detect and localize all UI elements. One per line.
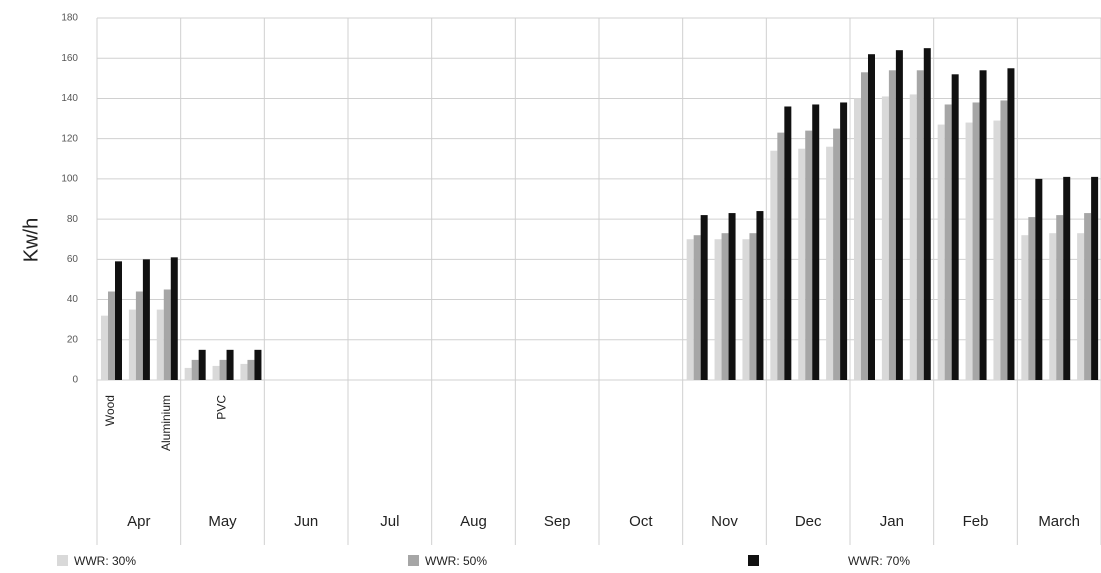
bar xyxy=(923,48,931,381)
bar xyxy=(1084,213,1092,380)
y-tick-label: 120 xyxy=(61,133,78,144)
bar xyxy=(156,309,164,380)
bar xyxy=(1091,176,1099,380)
bar xyxy=(972,102,980,380)
bar xyxy=(184,367,192,380)
bar xyxy=(700,215,708,380)
bar xyxy=(937,124,945,380)
bar xyxy=(198,349,206,380)
bar xyxy=(142,259,150,380)
bar xyxy=(1021,235,1029,380)
bar xyxy=(115,261,122,380)
bar xyxy=(212,365,220,380)
y-tick-label: 80 xyxy=(67,214,79,225)
y-tick-label: 60 xyxy=(67,254,79,265)
bar xyxy=(135,291,143,380)
bar xyxy=(219,359,227,380)
bar xyxy=(895,50,903,381)
x-group-label: Nov xyxy=(711,513,738,530)
bar xyxy=(686,239,694,380)
bar xyxy=(1077,233,1085,380)
x-group-label: Oct xyxy=(629,513,653,530)
y-axis-label: Kw/h xyxy=(20,218,42,262)
bar xyxy=(888,70,896,381)
y-tick-label: 0 xyxy=(72,375,78,386)
bar xyxy=(756,211,764,380)
bar xyxy=(881,96,889,380)
legend-swatch xyxy=(408,555,419,566)
x-tick-label: Aluminium xyxy=(159,395,173,451)
bar xyxy=(854,98,861,380)
bar xyxy=(1007,68,1015,381)
bar xyxy=(1056,215,1064,380)
bar xyxy=(128,309,136,380)
bar xyxy=(1063,176,1071,380)
bar xyxy=(979,70,987,381)
bar xyxy=(965,122,973,381)
x-group-label: Feb xyxy=(963,513,989,530)
x-tick-label: PVC xyxy=(215,395,229,420)
bar xyxy=(784,106,792,380)
bar xyxy=(1035,178,1043,380)
bar xyxy=(805,130,813,380)
bar xyxy=(868,54,875,380)
bar xyxy=(1028,217,1036,380)
bar xyxy=(826,146,834,380)
bar xyxy=(1000,100,1008,380)
bar xyxy=(909,94,917,380)
x-group-label: Apr xyxy=(127,513,150,530)
bar xyxy=(742,239,750,380)
y-tick-label: 40 xyxy=(67,294,79,305)
bar xyxy=(714,239,722,380)
bar xyxy=(191,359,199,380)
y-tick-label: 180 xyxy=(61,13,78,24)
bar xyxy=(240,363,248,380)
x-group-label: Jul xyxy=(380,513,399,530)
bar xyxy=(247,359,255,380)
bar xyxy=(721,233,729,380)
bar xyxy=(840,102,848,380)
legend-swatch xyxy=(748,555,759,566)
x-group-label: Jun xyxy=(294,513,318,530)
bar xyxy=(951,74,959,381)
bar xyxy=(861,72,868,381)
bar xyxy=(812,104,820,380)
y-tick-label: 140 xyxy=(61,93,78,104)
legend-label: WWR: 30% xyxy=(74,554,136,568)
y-tick-label: 20 xyxy=(67,334,79,345)
bar xyxy=(693,235,701,380)
bar xyxy=(728,213,736,380)
y-tick-label: 100 xyxy=(61,174,78,185)
bar xyxy=(916,70,924,381)
x-group-label: Jan xyxy=(880,513,904,530)
x-group-label: March xyxy=(1038,513,1080,530)
x-tick-label: Wood xyxy=(103,395,117,426)
legend-label: WWR: 70% xyxy=(848,554,910,568)
y-tick-label: 160 xyxy=(61,53,78,64)
bar xyxy=(749,233,757,380)
x-group-label: Dec xyxy=(795,513,822,530)
x-group-label: May xyxy=(208,513,237,530)
bar xyxy=(1049,233,1057,380)
bar xyxy=(101,315,108,380)
bar xyxy=(777,132,785,380)
legend-swatch xyxy=(57,555,68,566)
bar xyxy=(163,289,171,380)
bar xyxy=(770,150,778,380)
bar xyxy=(993,120,1001,381)
bar xyxy=(226,349,234,380)
legend-label: WWR: 50% xyxy=(425,554,487,568)
bar xyxy=(254,349,262,380)
x-group-label: Sep xyxy=(544,513,571,530)
bar xyxy=(798,148,806,380)
bar xyxy=(108,291,115,380)
bar xyxy=(170,257,178,380)
bar xyxy=(833,128,841,380)
x-group-label: Aug xyxy=(460,513,487,530)
bar xyxy=(944,104,952,380)
